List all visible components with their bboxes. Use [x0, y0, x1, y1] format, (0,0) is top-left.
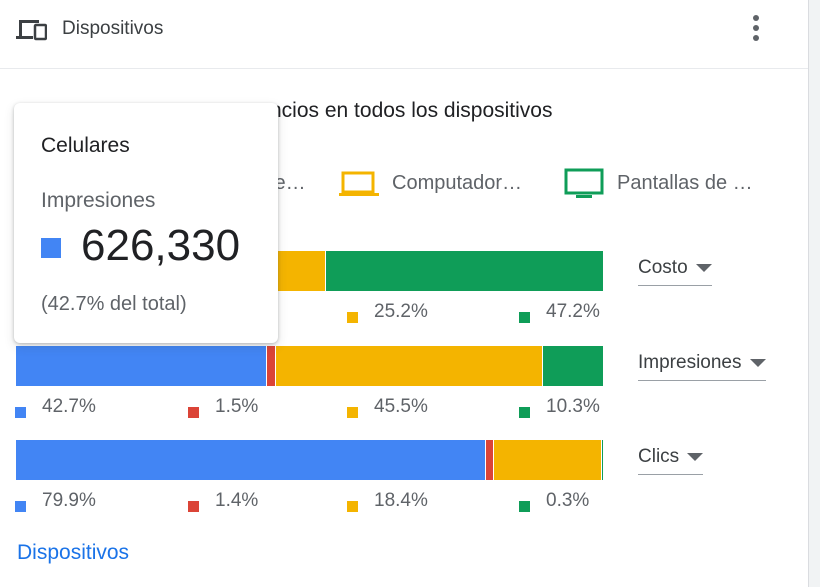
bar-segment: [16, 346, 267, 386]
dropdown-label: Costo: [638, 257, 688, 278]
dropdown-arrow: [695, 263, 712, 272]
scrollbar: [808, 0, 820, 587]
legend-swatch: [519, 312, 530, 323]
legend-label: Computador…: [392, 172, 523, 194]
bar-segment: [326, 251, 603, 291]
legend-swatch: [519, 501, 530, 512]
bar-segment: [16, 440, 485, 480]
value-label: 1.5%: [215, 396, 259, 417]
value-label: 79.9%: [42, 490, 96, 511]
legend-swatch: [519, 407, 530, 418]
bar-segment: [485, 440, 494, 480]
value-label: 47.2%: [546, 301, 600, 322]
tooltip-title: Celulares: [41, 134, 130, 157]
legend-swatch: [188, 407, 199, 418]
legend-swatch: [347, 501, 358, 512]
legend-label: le…: [270, 172, 306, 194]
legend-swatch: [347, 312, 358, 323]
value-label: 25.2%: [374, 301, 428, 322]
legend-swatch: [347, 407, 358, 418]
value-label: 18.4%: [374, 490, 428, 511]
dropdown-label: Clics: [638, 446, 680, 467]
tooltip-value: 626,330: [81, 221, 241, 270]
value-label: 0.3%: [546, 490, 590, 511]
devices-icon: [16, 20, 47, 41]
tooltip: Celulares Impresiones 626,330 (42.7% del…: [14, 103, 278, 343]
value-label: 1.4%: [215, 490, 259, 511]
legend-label: Pantallas de …: [617, 172, 753, 194]
value-label: 45.5%: [374, 396, 428, 417]
footer-link[interactable]: Dispositivos: [17, 541, 130, 564]
legend-swatch: [15, 501, 26, 512]
subtitle: ncios en todos los dispositivos: [270, 99, 553, 122]
bar-segment: [543, 346, 603, 386]
header-title: Dispositivos: [62, 18, 164, 39]
bar-segment: [267, 346, 275, 386]
value-label: 42.7%: [42, 396, 96, 417]
metric-dropdown[interactable]: Clics: [638, 446, 704, 475]
metric-dropdown[interactable]: Costo: [638, 257, 712, 286]
metric-dropdown[interactable]: Impresiones: [638, 352, 766, 381]
tooltip-swatch: [41, 238, 61, 258]
card-header: Dispositivos: [0, 0, 808, 69]
bar-segment: [275, 346, 543, 386]
legend-swatch: [15, 407, 26, 418]
value-label: 10.3%: [546, 396, 600, 417]
dropdown-arrow: [749, 358, 766, 367]
legend-icon: [339, 171, 379, 196]
tooltip-share: (42.7% del total): [41, 293, 187, 315]
dropdown-label: Impresiones: [638, 352, 742, 373]
more-menu[interactable]: [748, 14, 764, 44]
bar-segment: [602, 440, 604, 480]
legend-swatch: [188, 501, 199, 512]
dropdown-arrow: [687, 452, 704, 461]
tooltip-metric: Impresiones: [41, 189, 156, 212]
legend-icon: [564, 168, 604, 198]
bar-segment: [494, 440, 602, 480]
